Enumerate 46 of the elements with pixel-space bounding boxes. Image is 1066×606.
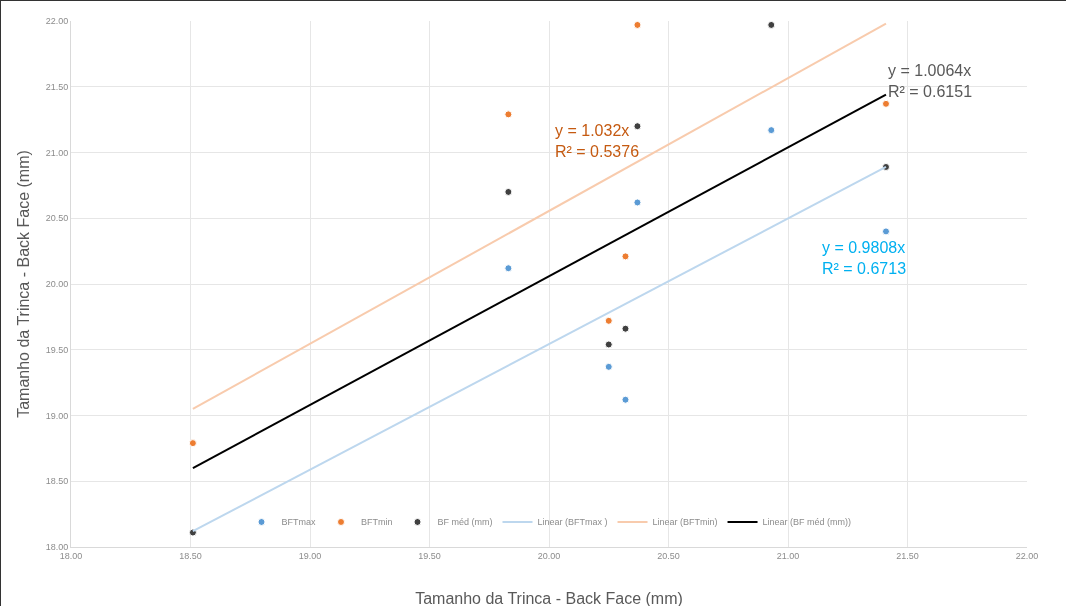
x-tick-label: 22.00 bbox=[1015, 550, 1039, 561]
y-tick-label: 19.50 bbox=[45, 344, 69, 355]
x-tick-label: 20.00 bbox=[537, 550, 561, 561]
point bbox=[604, 362, 613, 371]
point bbox=[633, 198, 642, 207]
annotation: y = 1.0064x R² = 0.6151 bbox=[888, 62, 973, 100]
y-tick-label: 18.50 bbox=[45, 476, 69, 487]
point bbox=[621, 252, 630, 261]
y-tick-label: 22.00 bbox=[45, 16, 69, 27]
legend-label: Linear (BFTmin) bbox=[652, 517, 718, 528]
x-tick-label: 18.50 bbox=[179, 550, 202, 561]
x-tick-label: 20.50 bbox=[657, 550, 680, 561]
point bbox=[504, 264, 513, 273]
x-tick-label: 19.50 bbox=[418, 550, 441, 561]
point bbox=[767, 21, 776, 29]
point bbox=[633, 122, 642, 131]
x-tick-label: 21.50 bbox=[896, 550, 919, 561]
y-tick-label: 18.00 bbox=[45, 542, 69, 553]
point bbox=[188, 439, 197, 448]
point bbox=[604, 340, 613, 349]
annotation: y = 0.9808x R² = 0.6713 bbox=[822, 239, 907, 277]
x-tick-label: 19.00 bbox=[298, 550, 322, 561]
point bbox=[188, 528, 197, 537]
point bbox=[621, 324, 630, 333]
x-tick-label: 18.00 bbox=[59, 550, 83, 561]
annotation: y = 1.032x R² = 0.5376 bbox=[555, 122, 640, 160]
point bbox=[881, 227, 890, 236]
point bbox=[504, 110, 513, 119]
legend-label: BF méd (mm) bbox=[437, 517, 493, 528]
legend-label: BFTmin bbox=[361, 517, 393, 528]
y-tick-label: 21.00 bbox=[45, 147, 69, 158]
point bbox=[604, 316, 613, 325]
point bbox=[621, 395, 630, 404]
y-axis-title: Tamanho da Trinca - Back Face (mm) bbox=[15, 150, 32, 418]
point bbox=[881, 99, 890, 108]
y-tick-label: 21.50 bbox=[45, 81, 69, 92]
point bbox=[633, 21, 642, 29]
legend-label: BFTmax bbox=[281, 517, 316, 528]
legend-label: Linear (BF méd (mm)) bbox=[762, 517, 852, 528]
y-tick-label: 20.50 bbox=[45, 213, 69, 224]
point bbox=[504, 187, 513, 196]
y-tick-label: 19.00 bbox=[45, 410, 69, 421]
legend-label: Linear (BFTmax ) bbox=[537, 517, 608, 528]
y-tick-label: 20.00 bbox=[45, 279, 69, 290]
point bbox=[767, 126, 776, 135]
x-tick-label: 21.00 bbox=[776, 550, 800, 561]
